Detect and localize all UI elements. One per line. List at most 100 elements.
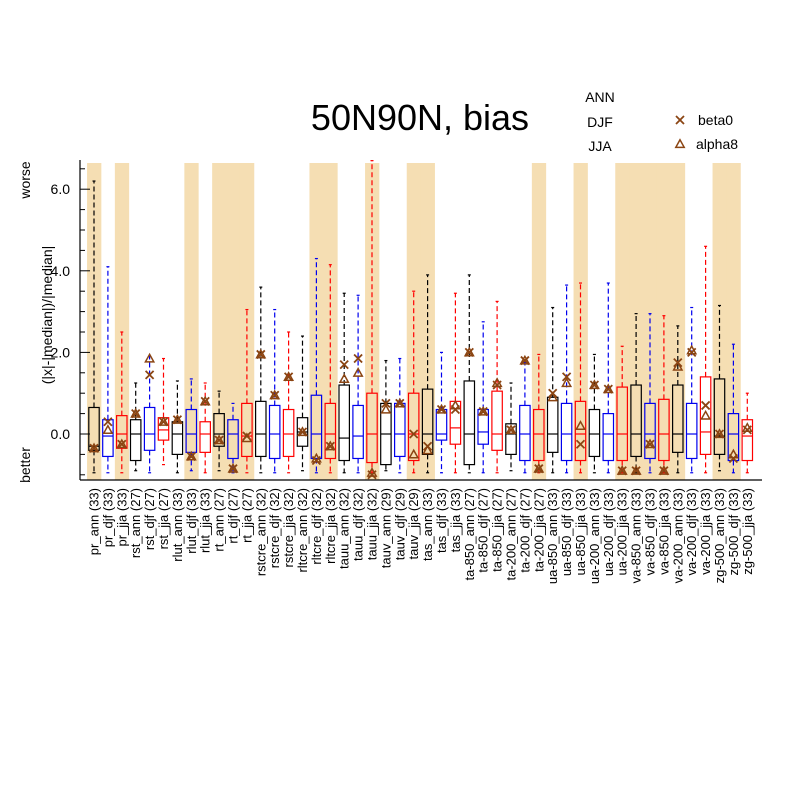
beta0-marker <box>256 349 266 360</box>
alpha8-marker <box>408 448 420 459</box>
alpha8-marker <box>116 438 128 449</box>
beta0-marker <box>603 384 613 394</box>
beta0-marker <box>561 372 572 382</box>
beta0-marker <box>353 353 363 364</box>
box-plot <box>255 286 267 474</box>
iqr-box <box>241 402 253 458</box>
alpha8-marker <box>283 371 295 381</box>
season-legend: ANN DJF JJA <box>585 89 615 154</box>
beta0-marker <box>381 398 391 409</box>
beta0-marker <box>548 388 558 398</box>
box-plot <box>560 284 573 474</box>
category-label: rltcre_ann (32) <box>295 488 310 573</box>
box-plot <box>241 308 253 474</box>
category-label: ta-850_jja (27) <box>490 488 505 572</box>
category-label: tas_jja (33) <box>448 488 463 552</box>
iqr-box <box>616 386 628 462</box>
beta0-marker <box>520 355 530 366</box>
iqr-box <box>102 419 114 458</box>
category-label: rstcre_jja (32) <box>281 488 296 567</box>
box-plot <box>88 180 100 474</box>
category-label: rlut_djf (33) <box>184 488 199 554</box>
box-plot <box>338 292 350 474</box>
iqr-box <box>199 421 211 453</box>
category-label: ta-200_ann (27) <box>504 488 519 581</box>
shade-band <box>670 163 686 480</box>
alpha8-marker <box>171 413 183 424</box>
category-label: tas_djf (33) <box>434 488 449 553</box>
y-tick-label: 2.0 <box>51 344 71 360</box>
category-label: rstcre_djf (32) <box>267 488 282 568</box>
box-plot <box>602 282 615 474</box>
box-plot <box>394 357 406 474</box>
alpha8-marker <box>547 391 559 402</box>
beta0-marker <box>172 415 183 425</box>
iqr-box <box>574 400 587 462</box>
beta0-marker <box>409 429 419 439</box>
shade-band <box>531 163 547 480</box>
alpha8-marker <box>644 438 656 449</box>
alpha8-marker <box>674 138 686 149</box>
box-plot <box>574 282 587 474</box>
beta0-marker <box>283 372 294 382</box>
category-label: va-850_djf (33) <box>643 488 658 575</box>
beta0-marker <box>117 439 127 449</box>
marker-legend-alpha8: alpha8 <box>696 136 738 152</box>
iqr-box <box>560 402 573 462</box>
alpha8-marker <box>700 409 712 420</box>
beta0-marker <box>297 427 308 437</box>
alpha8-marker <box>422 444 434 455</box>
category-label: pr_jja (33) <box>114 488 129 547</box>
iqr-box <box>519 404 531 462</box>
beta0-marker <box>228 464 238 474</box>
beta0-marker <box>492 380 502 390</box>
shade-band <box>114 163 130 480</box>
box-plot <box>477 321 489 474</box>
beta0-marker <box>311 455 322 466</box>
beta0-marker <box>89 443 99 453</box>
box-plot <box>532 353 545 474</box>
category-label: rltcre_djf (32) <box>309 488 324 565</box>
alpha8-marker <box>255 348 267 359</box>
season-legend-ann: ANN <box>585 89 615 105</box>
season-legend-djf: DJF <box>587 114 613 130</box>
iqr-box <box>352 404 364 460</box>
alpha8-marker <box>519 354 531 365</box>
shade-band <box>365 163 380 480</box>
category-label: rstcre_ann (32) <box>253 488 268 576</box>
category-label: pr_ann (33) <box>87 488 102 555</box>
beta0-marker <box>687 347 697 358</box>
alpha8-marker <box>505 424 517 435</box>
category-label: tauv_jja (29) <box>406 488 421 560</box>
alpha8-marker <box>575 420 586 430</box>
category-label: ua-200_djf (33) <box>601 488 616 576</box>
box-plot <box>671 325 684 474</box>
box-plot <box>727 343 740 474</box>
y-axis-label: (|x|-|median|)/|median| <box>39 246 55 385</box>
box-plot <box>268 308 281 474</box>
category-label: rlut_jja (33) <box>198 488 213 553</box>
box-plot <box>171 380 184 474</box>
beta0-marker <box>214 435 224 445</box>
category-label: zg-500_jja (33) <box>740 488 755 575</box>
category-label: ua-200_jja (33) <box>615 488 630 575</box>
category-label: ua-200_ann (33) <box>587 488 602 584</box>
category-label: pr_djf (33) <box>100 488 115 547</box>
alpha8-marker <box>130 407 142 418</box>
alpha8-marker <box>672 360 684 371</box>
box-plot <box>449 292 462 474</box>
beta0-marker <box>728 453 739 464</box>
box-plot <box>352 294 364 474</box>
category-label: tauu_jja (32) <box>365 488 380 560</box>
beta0-marker <box>450 404 461 415</box>
beta0-marker <box>742 425 752 435</box>
box-plot <box>505 382 517 472</box>
iqr-box <box>727 413 740 462</box>
box-plot <box>282 331 295 474</box>
box-plot <box>296 335 309 472</box>
beta0-marker <box>673 357 683 368</box>
category-label: ua-850_ann (33) <box>545 488 560 584</box>
shade-band <box>226 163 241 480</box>
box-plot <box>741 392 754 474</box>
